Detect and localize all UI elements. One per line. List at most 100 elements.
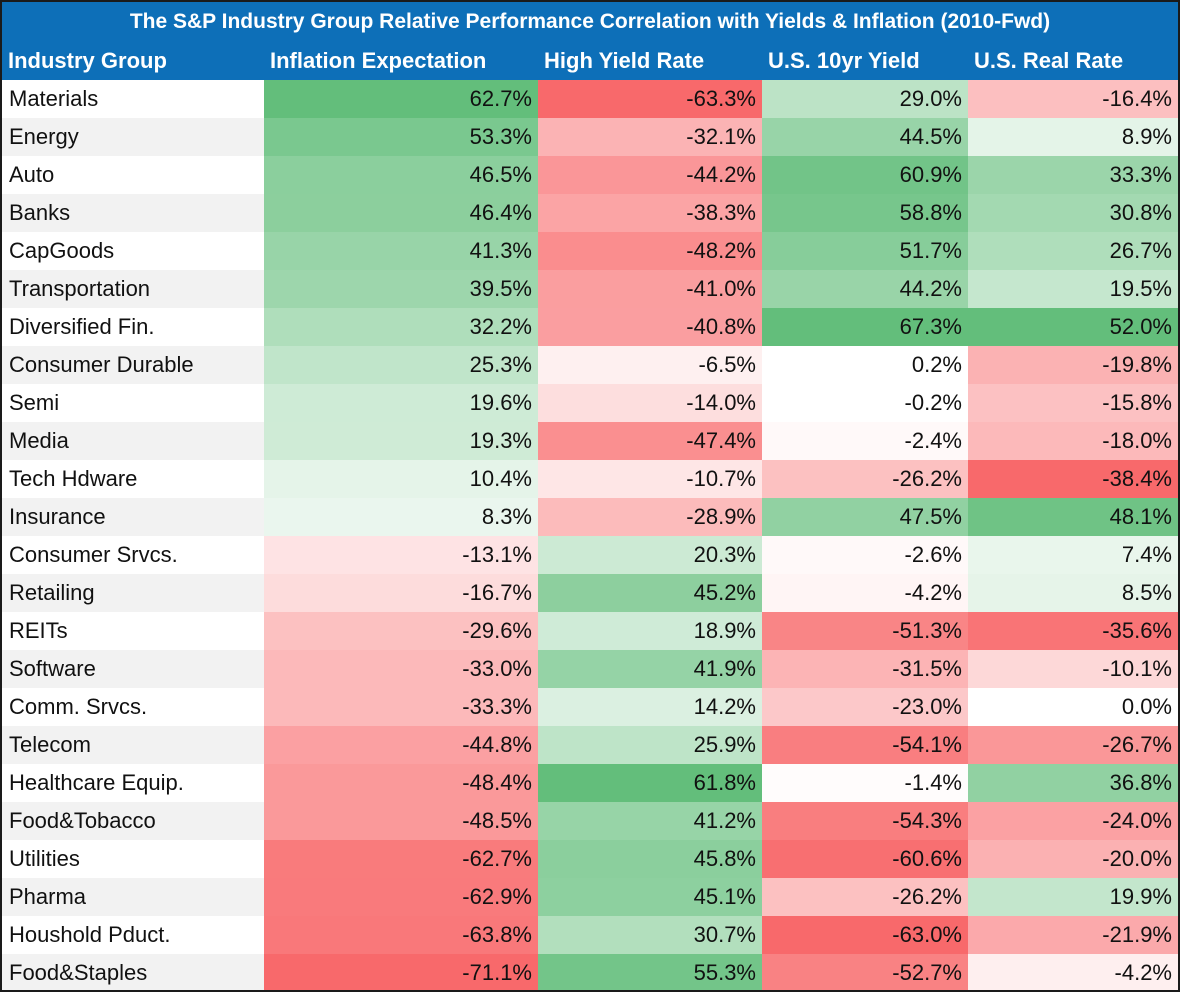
value-cell-high-yield-rate: 41.9% [538,650,762,688]
industry-group-name: Energy [2,118,264,156]
value-cell-high-yield-rate: -14.0% [538,384,762,422]
value-cell-high-yield-rate: -6.5% [538,346,762,384]
value-cell-high-yield-rate: -10.7% [538,460,762,498]
value-cell-high-yield-rate: 61.8% [538,764,762,802]
table-row: Comm. Srvcs. -33.3% 14.2% -23.0% 0.0% [2,688,1178,726]
value-cell-us-real-rate: 33.3% [968,156,1178,194]
value-cell-inflation-expectation: -44.8% [264,726,538,764]
value-cell-inflation-expectation: -48.5% [264,802,538,840]
column-header-us-real-rate: U.S. Real Rate [974,48,1124,73]
value-cell-high-yield-rate: 45.2% [538,574,762,612]
industry-group-name: Pharma [2,878,264,916]
table-row: Software -33.0% 41.9% -31.5% -10.1% [2,650,1178,688]
value-cell-us-10yr-yield: -51.3% [762,612,968,650]
column-header-us-10yr-yield: U.S. 10yr Yield [768,48,920,73]
value-cell-us-10yr-yield: 67.3% [762,308,968,346]
industry-group-name: Houshold Pduct. [2,916,264,954]
value-cell-us-10yr-yield: 47.5% [762,498,968,536]
value-cell-inflation-expectation: -48.4% [264,764,538,802]
value-cell-high-yield-rate: 14.2% [538,688,762,726]
table-row: Houshold Pduct. -63.8% 30.7% -63.0% -21.9% [2,916,1178,954]
table-row: Utilities -62.7% 45.8% -60.6% -20.0% [2,840,1178,878]
value-cell-us-real-rate: -26.7% [968,726,1178,764]
value-cell-us-real-rate: 48.1% [968,498,1178,536]
value-cell-high-yield-rate: -44.2% [538,156,762,194]
value-cell-us-real-rate: 52.0% [968,308,1178,346]
value-cell-us-10yr-yield: -31.5% [762,650,968,688]
table-row: Energy 53.3% -32.1% 44.5% 8.9% [2,118,1178,156]
industry-group-name: Semi [2,384,264,422]
value-cell-inflation-expectation: 8.3% [264,498,538,536]
value-cell-us-10yr-yield: -26.2% [762,878,968,916]
value-cell-us-real-rate: 36.8% [968,764,1178,802]
value-cell-inflation-expectation: -62.9% [264,878,538,916]
industry-group-name: Telecom [2,726,264,764]
industry-group-name: Food&Staples [2,954,264,990]
value-cell-high-yield-rate: 30.7% [538,916,762,954]
table-body: Materials 62.7% -63.3% 29.0% -16.4% Energy 53.… [2,80,1178,990]
value-cell-high-yield-rate: -32.1% [538,118,762,156]
table-row: Healthcare Equip. -48.4% 61.8% -1.4% 36.8% [2,764,1178,802]
table-row: Pharma -62.9% 45.1% -26.2% 19.9% [2,878,1178,916]
value-cell-us-10yr-yield: -0.2% [762,384,968,422]
value-cell-high-yield-rate: 55.3% [538,954,762,990]
table-row: Food&Tobacco -48.5% 41.2% -54.3% -24.0% [2,802,1178,840]
value-cell-us-10yr-yield: -63.0% [762,916,968,954]
value-cell-inflation-expectation: 19.6% [264,384,538,422]
value-cell-us-real-rate: 19.5% [968,270,1178,308]
value-cell-us-real-rate: -19.8% [968,346,1178,384]
table-row: Transportation 39.5% -41.0% 44.2% 19.5% [2,270,1178,308]
value-cell-high-yield-rate: 20.3% [538,536,762,574]
header-row: Industry Group Inflation Expectation Hig… [2,42,1178,80]
value-cell-us-real-rate: -24.0% [968,802,1178,840]
value-cell-us-10yr-yield: 0.2% [762,346,968,384]
table-row: Semi 19.6% -14.0% -0.2% -15.8% [2,384,1178,422]
value-cell-inflation-expectation: 46.4% [264,194,538,232]
table-row: Telecom -44.8% 25.9% -54.1% -26.7% [2,726,1178,764]
industry-group-name: Banks [2,194,264,232]
value-cell-us-real-rate: -18.0% [968,422,1178,460]
industry-group-name: CapGoods [2,232,264,270]
value-cell-high-yield-rate: -40.8% [538,308,762,346]
table-row: CapGoods 41.3% -48.2% 51.7% 26.7% [2,232,1178,270]
table-row: Auto 46.5% -44.2% 60.9% 33.3% [2,156,1178,194]
value-cell-inflation-expectation: 39.5% [264,270,538,308]
value-cell-inflation-expectation: 53.3% [264,118,538,156]
value-cell-us-10yr-yield: 44.5% [762,118,968,156]
table-row: Insurance 8.3% -28.9% 47.5% 48.1% [2,498,1178,536]
value-cell-us-10yr-yield: -54.3% [762,802,968,840]
value-cell-us-real-rate: 26.7% [968,232,1178,270]
industry-group-name: Insurance [2,498,264,536]
value-cell-us-10yr-yield: 60.9% [762,156,968,194]
table-row: Diversified Fin. 32.2% -40.8% 67.3% 52.0% [2,308,1178,346]
value-cell-us-real-rate: 0.0% [968,688,1178,726]
value-cell-us-10yr-yield: 29.0% [762,80,968,118]
value-cell-high-yield-rate: -48.2% [538,232,762,270]
value-cell-us-real-rate: -4.2% [968,954,1178,990]
value-cell-us-10yr-yield: -52.7% [762,954,968,990]
value-cell-us-10yr-yield: 44.2% [762,270,968,308]
table-row: Materials 62.7% -63.3% 29.0% -16.4% [2,80,1178,118]
industry-group-name: Retailing [2,574,264,612]
value-cell-us-real-rate: -15.8% [968,384,1178,422]
value-cell-us-10yr-yield: -1.4% [762,764,968,802]
industry-group-name: Software [2,650,264,688]
industry-group-name: Tech Hdware [2,460,264,498]
value-cell-high-yield-rate: -28.9% [538,498,762,536]
value-cell-us-10yr-yield: -4.2% [762,574,968,612]
value-cell-high-yield-rate: -38.3% [538,194,762,232]
value-cell-high-yield-rate: 45.1% [538,878,762,916]
table-title: The S&P Industry Group Relative Performa… [2,2,1178,42]
table-row: Consumer Durable 25.3% -6.5% 0.2% -19.8% [2,346,1178,384]
value-cell-us-10yr-yield: -23.0% [762,688,968,726]
value-cell-us-10yr-yield: -60.6% [762,840,968,878]
value-cell-us-10yr-yield: -26.2% [762,460,968,498]
value-cell-us-real-rate: -21.9% [968,916,1178,954]
value-cell-high-yield-rate: 18.9% [538,612,762,650]
value-cell-us-10yr-yield: -54.1% [762,726,968,764]
value-cell-inflation-expectation: 25.3% [264,346,538,384]
industry-group-name: Healthcare Equip. [2,764,264,802]
industry-group-name: Transportation [2,270,264,308]
value-cell-us-real-rate: -35.6% [968,612,1178,650]
